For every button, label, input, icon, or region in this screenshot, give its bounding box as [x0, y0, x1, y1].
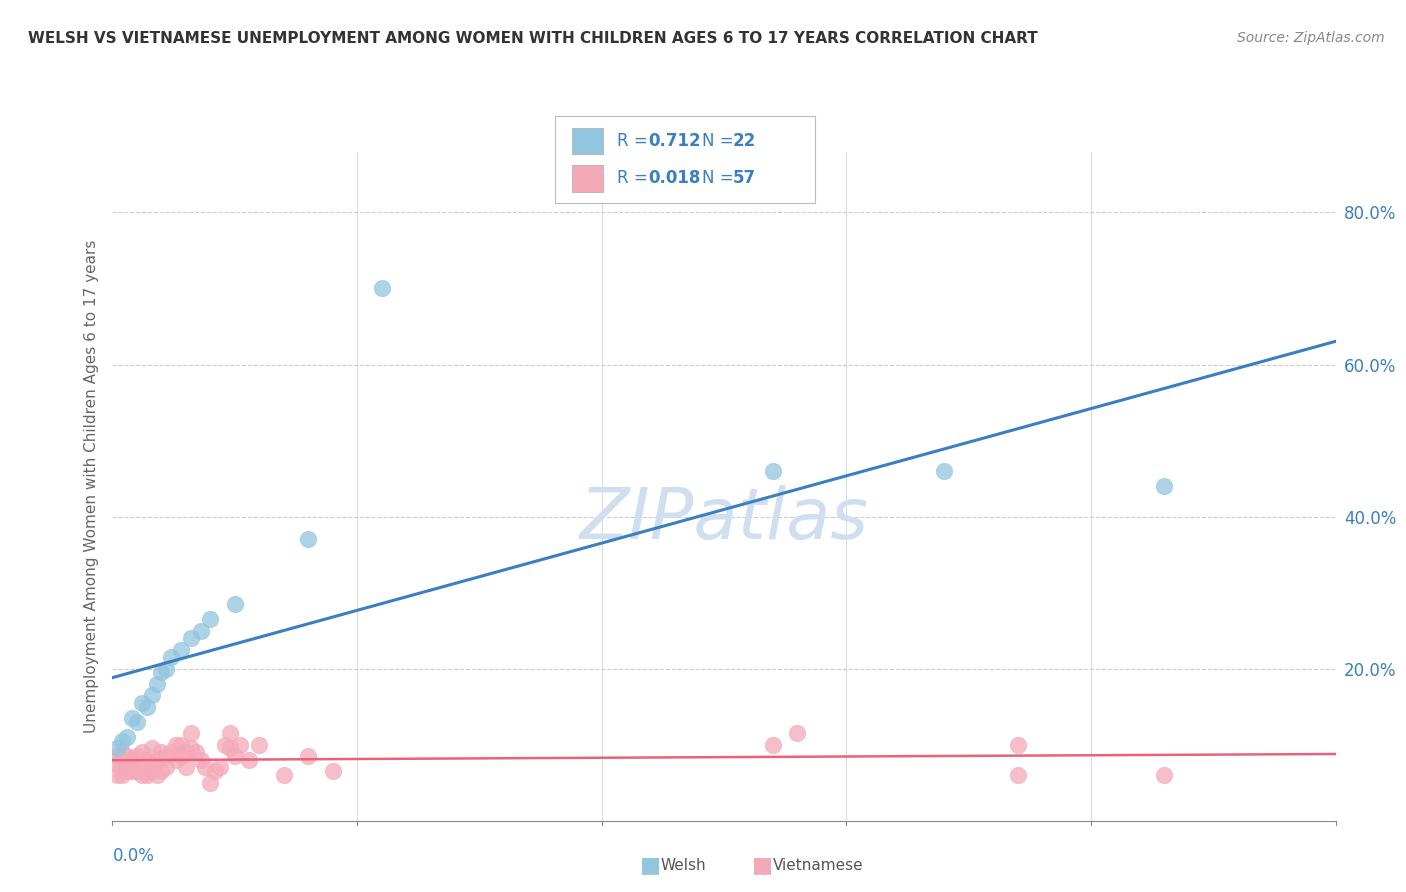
Text: N =: N = [702, 169, 738, 187]
Point [111, 745, 134, 759]
Point [131, 745, 153, 759]
Point [125, 749, 148, 764]
Point [370, 281, 392, 295]
Point [762, 464, 785, 478]
Point [141, 688, 163, 702]
Text: 0.0%: 0.0% [112, 847, 155, 865]
Point [115, 756, 138, 771]
Point [150, 745, 173, 759]
Point [150, 764, 173, 779]
Point [125, 764, 148, 779]
Text: R =: R = [617, 169, 654, 187]
Point [160, 745, 183, 759]
Point [247, 738, 270, 752]
Point [1153, 479, 1175, 493]
Point [115, 764, 138, 779]
Point [934, 464, 956, 478]
Point [105, 756, 128, 771]
Point [190, 624, 212, 638]
Point [135, 699, 157, 714]
Point [125, 714, 148, 729]
Point [121, 711, 143, 725]
Point [105, 768, 128, 782]
Point [115, 730, 138, 744]
Text: Welsh: Welsh [661, 858, 706, 872]
Point [200, 775, 222, 789]
Point [150, 665, 173, 680]
Point [297, 533, 319, 547]
Point [174, 745, 197, 759]
Point [135, 768, 157, 782]
Point [190, 753, 212, 767]
Text: ■: ■ [640, 855, 661, 875]
Point [180, 726, 202, 740]
Point [224, 749, 246, 764]
Point [135, 753, 157, 767]
Point [111, 734, 134, 748]
Text: 0.712: 0.712 [648, 132, 700, 150]
Text: N =: N = [702, 132, 738, 150]
Text: 22: 22 [733, 132, 756, 150]
Point [155, 760, 177, 774]
Point [115, 749, 138, 764]
Y-axis label: Unemployment Among Women with Children Ages 6 to 17 years: Unemployment Among Women with Children A… [83, 239, 98, 733]
Point [105, 749, 128, 764]
Point [145, 768, 167, 782]
Point [111, 768, 134, 782]
Point [131, 756, 153, 771]
Text: R =: R = [617, 132, 654, 150]
Point [170, 749, 193, 764]
Point [238, 753, 260, 767]
Point [170, 642, 193, 657]
Point [141, 756, 163, 771]
Point [180, 631, 202, 645]
Point [165, 753, 187, 767]
Point [194, 760, 217, 774]
Text: 57: 57 [733, 169, 755, 187]
Point [141, 764, 163, 779]
Point [322, 764, 344, 779]
Point [131, 768, 153, 782]
Point [1007, 768, 1029, 782]
Point [111, 760, 134, 774]
Text: Source: ZipAtlas.com: Source: ZipAtlas.com [1237, 31, 1385, 45]
Point [273, 768, 295, 782]
Text: 0.018: 0.018 [648, 169, 700, 187]
Point [184, 745, 207, 759]
Point [155, 749, 177, 764]
Point [160, 650, 183, 665]
Point [121, 753, 143, 767]
Point [165, 738, 187, 752]
Point [180, 741, 202, 756]
Point [209, 760, 232, 774]
Text: ■: ■ [752, 855, 773, 875]
Text: WELSH VS VIETNAMESE UNEMPLOYMENT AMONG WOMEN WITH CHILDREN AGES 6 TO 17 YEARS CO: WELSH VS VIETNAMESE UNEMPLOYMENT AMONG W… [28, 31, 1038, 46]
Point [121, 764, 143, 779]
Text: Vietnamese: Vietnamese [773, 858, 863, 872]
Point [204, 764, 226, 779]
Point [174, 760, 197, 774]
Point [786, 726, 808, 740]
Point [145, 753, 167, 767]
Point [214, 738, 236, 752]
Point [170, 738, 193, 752]
Point [141, 741, 163, 756]
Point [224, 597, 246, 611]
Point [297, 749, 319, 764]
Text: ZIPatlas: ZIPatlas [579, 485, 869, 554]
Point [145, 677, 167, 691]
Point [105, 741, 128, 756]
Point [1153, 768, 1175, 782]
Point [1007, 738, 1029, 752]
Point [155, 662, 177, 676]
Point [131, 696, 153, 710]
Point [219, 726, 242, 740]
Point [219, 741, 242, 756]
Point [762, 738, 785, 752]
Point [200, 612, 222, 626]
Point [228, 738, 250, 752]
